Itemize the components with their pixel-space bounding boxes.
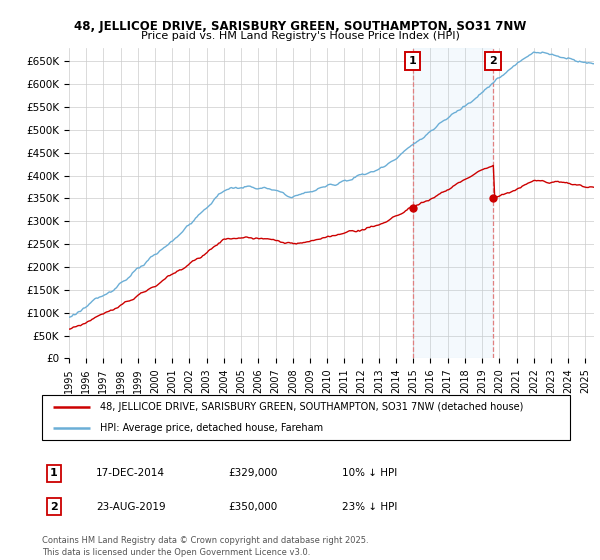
Text: £350,000: £350,000: [228, 502, 277, 512]
Bar: [413, 48, 493, 358]
Text: 23% ↓ HPI: 23% ↓ HPI: [342, 502, 397, 512]
Text: 2: 2: [489, 57, 497, 66]
Text: 1: 1: [50, 468, 58, 478]
Text: 1: 1: [409, 57, 416, 66]
Text: Price paid vs. HM Land Registry's House Price Index (HPI): Price paid vs. HM Land Registry's House …: [140, 31, 460, 41]
Text: £329,000: £329,000: [228, 468, 277, 478]
Text: 2: 2: [50, 502, 58, 512]
Text: 10% ↓ HPI: 10% ↓ HPI: [342, 468, 397, 478]
Text: HPI: Average price, detached house, Fareham: HPI: Average price, detached house, Fare…: [100, 422, 323, 432]
Text: 48, JELLICOE DRIVE, SARISBURY GREEN, SOUTHAMPTON, SO31 7NW (detached house): 48, JELLICOE DRIVE, SARISBURY GREEN, SOU…: [100, 402, 523, 412]
Text: 48, JELLICOE DRIVE, SARISBURY GREEN, SOUTHAMPTON, SO31 7NW: 48, JELLICOE DRIVE, SARISBURY GREEN, SOU…: [74, 20, 526, 32]
Text: 23-AUG-2019: 23-AUG-2019: [96, 502, 166, 512]
Text: 17-DEC-2014: 17-DEC-2014: [96, 468, 165, 478]
Text: Contains HM Land Registry data © Crown copyright and database right 2025.
This d: Contains HM Land Registry data © Crown c…: [42, 536, 368, 557]
